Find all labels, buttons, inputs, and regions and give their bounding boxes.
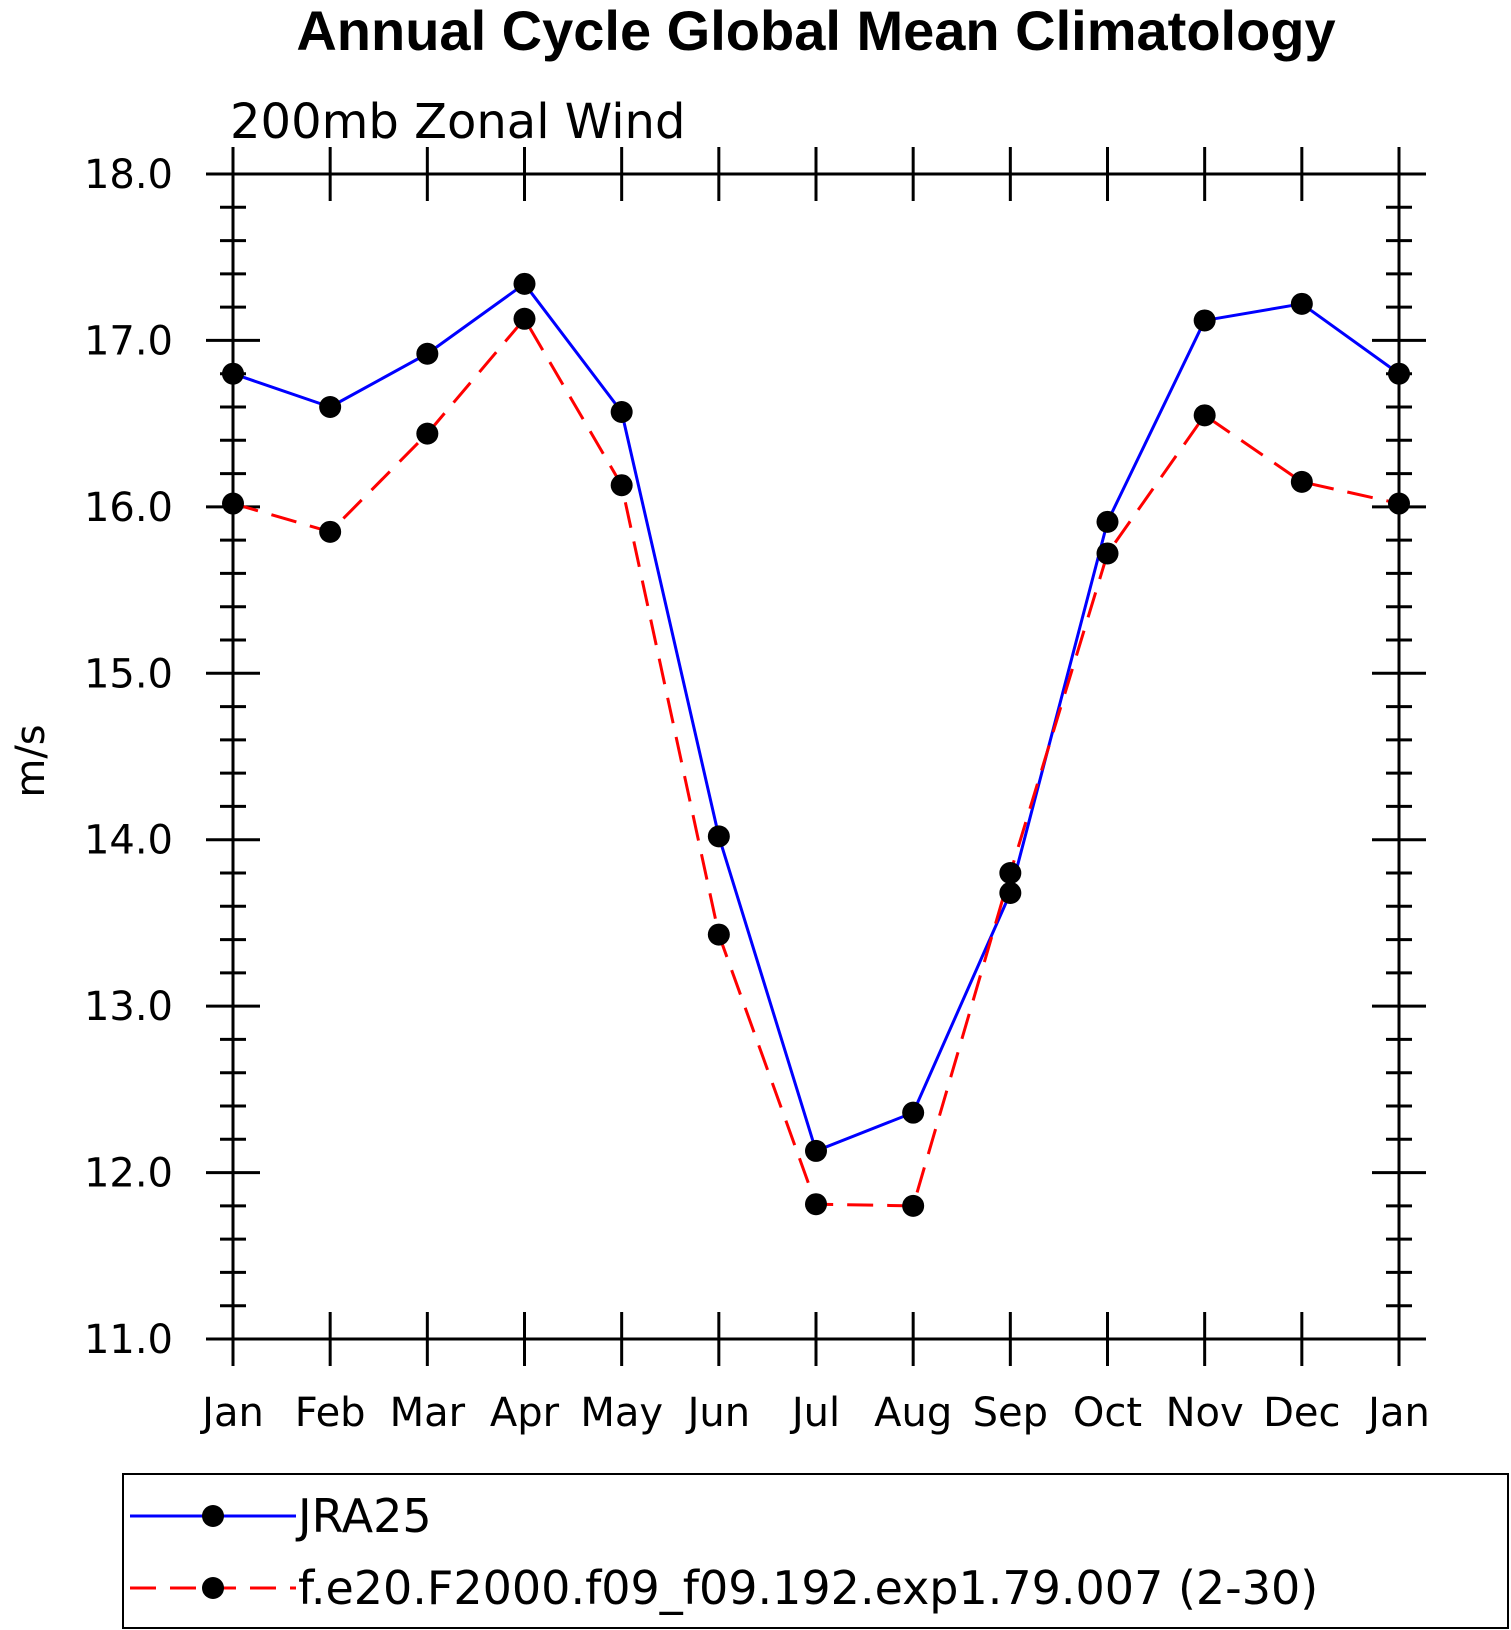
plot-frame	[231, 172, 1401, 1341]
data-point-series-1	[805, 1193, 827, 1216]
data-point-series-1	[999, 862, 1022, 884]
y-tick-label: 18.0	[84, 152, 173, 198]
y-tick-label: 13.0	[84, 984, 173, 1030]
y-tick-label: 14.0	[84, 818, 173, 864]
x-tick-label: Jul	[789, 1390, 840, 1436]
x-tick-label: Nov	[1166, 1390, 1244, 1436]
legend-marker-jra25	[202, 1505, 224, 1527]
data-point-series-0	[805, 1139, 827, 1162]
data-point-series-0	[610, 400, 633, 423]
x-tick-label: Sep	[973, 1390, 1048, 1436]
data-point-series-0	[416, 342, 439, 365]
y-tick-label: 11.0	[84, 1317, 173, 1363]
data-point-series-0	[222, 362, 244, 385]
data-point-series-1	[319, 520, 342, 543]
y-tick-label: 15.0	[84, 651, 173, 697]
axis-ticks	[206, 147, 1426, 1366]
data-point-series-1	[1388, 492, 1410, 515]
series-line-1	[232, 317, 1400, 1208]
x-tick-label: Jun	[685, 1390, 751, 1436]
x-tick-label: Oct	[1073, 1390, 1142, 1436]
data-point-series-1	[1193, 404, 1216, 427]
y-tick-labels: 11.0 12.0 13.0 14.0 15.0 16.0 17.0 18.0	[84, 152, 173, 1363]
data-point-series-0	[1290, 292, 1313, 315]
x-tick-label: Aug	[874, 1390, 952, 1436]
x-tick-label: Mar	[390, 1390, 466, 1436]
x-tick-label: Dec	[1263, 1390, 1340, 1436]
data-point-series-0	[1388, 362, 1410, 385]
data-point-series-0	[513, 272, 536, 295]
data-point-series-1	[222, 492, 244, 515]
data-point-series-1	[902, 1194, 925, 1217]
y-tick-label: 17.0	[84, 318, 173, 364]
data-point-series-0	[707, 825, 730, 848]
legend-marker-model	[202, 1577, 224, 1599]
chart-subtitle: 200mb Zonal Wind	[230, 94, 685, 150]
data-point-series-0	[319, 396, 342, 418]
data-point-series-1	[707, 923, 730, 946]
series-lines	[232, 282, 1400, 1208]
legend-label-jra25: JRA25	[295, 1489, 432, 1543]
y-tick-label: 16.0	[84, 485, 173, 531]
series-markers	[222, 272, 1410, 1217]
x-tick-label: Jan	[1365, 1390, 1430, 1436]
x-tick-label: Jan	[199, 1390, 264, 1436]
data-point-series-0	[999, 881, 1022, 904]
x-tick-label: May	[580, 1390, 663, 1436]
data-point-series-1	[610, 474, 633, 497]
data-point-series-1	[1096, 542, 1119, 565]
chart-title: Annual Cycle Global Mean Climatology	[296, 0, 1335, 62]
y-axis-label: m/s	[8, 724, 54, 797]
series-line-0	[232, 282, 1400, 1153]
legend-label-model: f.e20.F2000.f09_f09.192.exp1.79.007 (2-3…	[298, 1561, 1318, 1615]
data-point-series-0	[1096, 510, 1119, 533]
x-tick-label: Feb	[295, 1390, 366, 1436]
legend: JRA25 f.e20.F2000.f09_f09.192.exp1.79.00…	[122, 1473, 1509, 1629]
data-point-series-1	[416, 422, 439, 445]
data-point-series-1	[513, 307, 536, 330]
x-tick-label: Apr	[490, 1390, 560, 1436]
legend-box	[122, 1473, 1509, 1629]
y-tick-label: 12.0	[84, 1151, 173, 1197]
data-point-series-0	[902, 1101, 925, 1124]
data-point-series-0	[1193, 309, 1216, 332]
x-tick-labels: Jan Feb Mar Apr May Jun Jul Aug Sep Oct Nov Dec Jan	[199, 1390, 1430, 1436]
data-point-series-1	[1290, 470, 1313, 493]
